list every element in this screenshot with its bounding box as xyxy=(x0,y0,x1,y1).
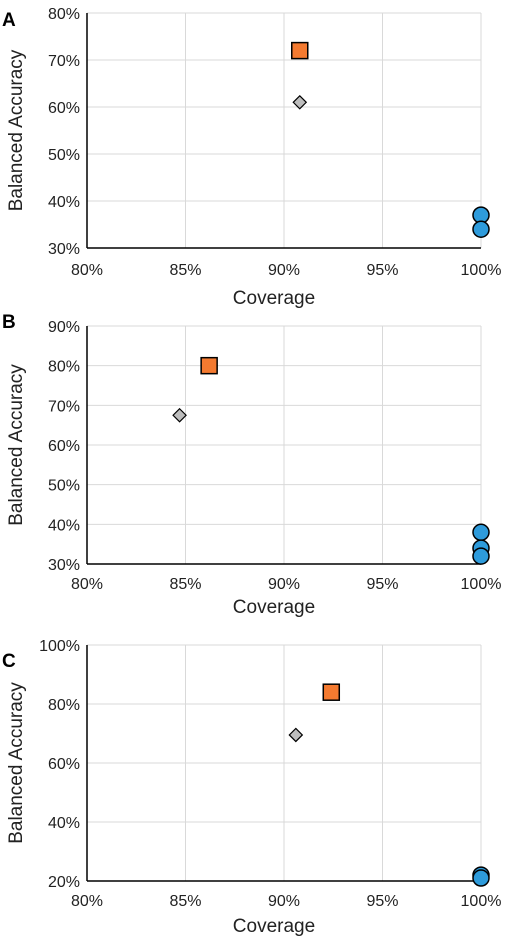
y-axis-title: Balanced Accuracy xyxy=(6,364,27,526)
circle-point xyxy=(472,869,490,887)
circle-point xyxy=(472,547,490,565)
y-axis-title: Balanced Accuracy xyxy=(6,682,27,844)
x-tick-label: 95% xyxy=(366,893,398,910)
panel-label: C xyxy=(2,651,16,672)
y-tick-label: 30% xyxy=(48,241,80,258)
panel-label: A xyxy=(2,10,16,31)
chart-panel-c: 20% 40% 60% 80% 100% 80% 85% 90% 95% 100% Coverage… xyxy=(2,638,501,937)
diamond-point xyxy=(292,94,308,110)
x-axis-title: Coverage xyxy=(233,597,315,618)
x-tick-label: 80% xyxy=(71,576,103,593)
y-tick-label: 70% xyxy=(48,398,80,415)
y-tick-label: 50% xyxy=(48,147,80,164)
circle-point xyxy=(472,220,490,238)
x-tick-label: 100% xyxy=(461,576,502,593)
y-tick-label: 100% xyxy=(39,638,80,655)
y-tick-label: 40% xyxy=(48,815,80,832)
y-tick-label: 80% xyxy=(48,697,80,714)
y-tick-label: 60% xyxy=(48,756,80,773)
x-axis-title: Coverage xyxy=(233,916,315,937)
square-point xyxy=(291,41,309,60)
y-tick-label: 80% xyxy=(48,359,80,376)
diamond-point xyxy=(288,727,304,743)
x-axis-title: Coverage xyxy=(233,288,315,309)
square-point xyxy=(322,683,341,701)
x-tick-label: 90% xyxy=(268,262,300,279)
y-tick-label: 60% xyxy=(48,438,80,455)
x-tick-label: 95% xyxy=(366,576,398,593)
x-tick-label: 100% xyxy=(461,262,502,279)
y-axis-title: Balanced Accuracy xyxy=(6,49,27,211)
x-tick-label: 95% xyxy=(366,262,398,279)
y-tick-label: 50% xyxy=(48,478,80,495)
x-tick-label: 80% xyxy=(71,893,103,910)
y-tick-label: 90% xyxy=(48,319,80,336)
x-tick-label: 85% xyxy=(169,576,201,593)
panel-label: B xyxy=(2,312,16,333)
x-tick-label: 90% xyxy=(268,576,300,593)
diamond-point xyxy=(172,407,187,423)
y-tick-label: 40% xyxy=(48,194,80,211)
square-point xyxy=(200,356,218,375)
y-tick-label: 80% xyxy=(48,6,80,23)
circle-point xyxy=(472,523,490,542)
chart-panel-b: 30% 40% 50% 60% 70% 80% 90% 80% 85% 90% 95% 100% Cov… xyxy=(2,312,501,618)
chart-panel-a: 30% 40% 50% 60% 70% 80% 80% 85% 90% 95% 100% Covera… xyxy=(2,6,501,309)
x-tick-label: 100% xyxy=(461,893,502,910)
y-tick-label: 70% xyxy=(48,53,80,70)
y-tick-label: 20% xyxy=(48,874,80,891)
x-tick-label: 90% xyxy=(268,893,300,910)
x-tick-label: 85% xyxy=(169,262,201,279)
x-tick-label: 80% xyxy=(71,262,103,279)
x-tick-label: 85% xyxy=(169,893,201,910)
y-tick-label: 30% xyxy=(48,557,80,574)
y-tick-label: 40% xyxy=(48,517,80,534)
y-tick-label: 60% xyxy=(48,100,80,117)
